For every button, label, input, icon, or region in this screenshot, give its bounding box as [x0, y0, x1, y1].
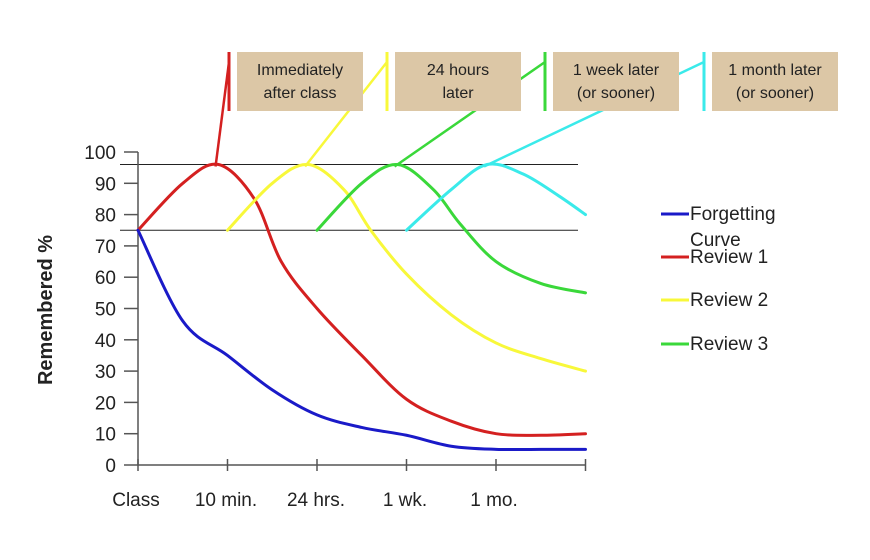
series-line-3: [315, 163, 587, 295]
series-line-2: [226, 163, 587, 373]
annotation-box-1: [395, 52, 521, 111]
annotation-box-2: [553, 52, 679, 111]
y-tick-label-30: 30: [95, 362, 116, 383]
legend-label-1: Review 1: [690, 247, 768, 268]
annotation-line2-2: (or sooner): [577, 85, 655, 102]
series-line-1: [136, 162, 587, 437]
y-tick-label-70: 70: [95, 237, 116, 258]
series-line-0: [136, 228, 587, 452]
series-line-4: [405, 162, 587, 232]
y-axis-label: Remembered %: [35, 235, 57, 385]
y-tick-label-10: 10: [95, 425, 116, 446]
annotation-line1-3: 1 month later: [728, 62, 822, 79]
x-tick-label-3: 1 wk.: [383, 490, 427, 511]
y-tick-label-60: 60: [95, 268, 116, 289]
annotation-line1-1: 24 hours: [427, 62, 489, 79]
annotation-line2-0: after class: [264, 85, 337, 102]
annotation-line1-0: Immediately: [257, 62, 343, 79]
axes: 0 10 20 30 40 50 60 70 80 90 100 Class 10 min. 24 hrs…: [84, 143, 587, 511]
y-tick-label-100: 100: [84, 143, 116, 164]
y-tick-label-0: 0: [105, 456, 116, 477]
y-tick-label-90: 90: [95, 174, 116, 195]
legend-label-0-a: Forgetting: [690, 204, 776, 225]
x-tick-label-1: 10 min.: [195, 490, 257, 511]
y-tick-label-50: 50: [95, 300, 116, 321]
y-tick-label-80: 80: [95, 206, 116, 227]
connector-line-0: [214, 61, 231, 167]
annotation-line2-1: later: [442, 85, 474, 102]
y-tick-label-20: 20: [95, 393, 116, 414]
y-tick-label-40: 40: [95, 331, 116, 352]
connector-line-1: [304, 61, 388, 168]
annotation-line1-2: 1 week later: [573, 62, 660, 79]
annotation-box-3: [712, 52, 838, 111]
x-tick-label-0: Class: [112, 490, 160, 511]
x-tick-label-4: 1 mo.: [470, 490, 518, 511]
legend-label-3: Review 3: [690, 334, 768, 355]
legend-label-2: Review 2: [690, 290, 768, 311]
annotation-line2-3: (or sooner): [736, 85, 814, 102]
legend-label-0-b: Curve: [690, 230, 741, 251]
x-tick-label-2: 24 hrs.: [287, 490, 345, 511]
annotation-boxes: Immediately after class 24 hours later 1 wee…: [237, 52, 838, 111]
annotation-box-0: [237, 52, 363, 111]
series-layer: [136, 162, 587, 452]
